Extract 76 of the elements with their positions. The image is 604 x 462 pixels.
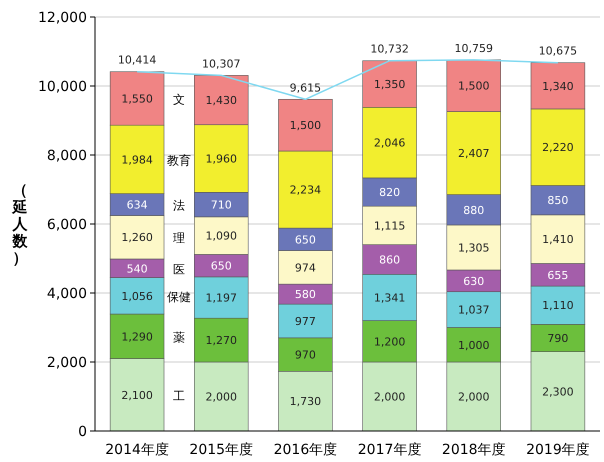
data-label: 650 — [210, 260, 232, 273]
data-label: 1,730 — [290, 395, 322, 408]
data-label: 634 — [126, 198, 148, 212]
y-tick-label: 6,000 — [46, 217, 87, 233]
data-label: 650 — [294, 233, 316, 246]
series-label: 医 — [173, 262, 186, 276]
y-axis-title: （延人数） — [12, 181, 28, 267]
series-label: 教育 — [167, 153, 192, 168]
data-label: 1,305 — [458, 241, 490, 254]
y-tick-label: 0 — [78, 424, 87, 440]
data-label: 1,550 — [121, 92, 153, 106]
data-label: 1,260 — [121, 231, 153, 244]
data-label: 1,090 — [206, 230, 237, 243]
data-label: 2,234 — [290, 184, 322, 197]
data-label: 970 — [294, 348, 316, 362]
y-tick-label: 8,000 — [46, 148, 87, 164]
data-label: 860 — [379, 254, 400, 266]
data-label: 1,000 — [458, 338, 490, 352]
data-label: 2,000 — [458, 390, 490, 404]
data-label: 880 — [463, 204, 484, 217]
data-label: 655 — [547, 268, 568, 282]
data-label: 1,290 — [121, 330, 153, 344]
data-label: 2,000 — [206, 390, 237, 404]
data-label: 1,341 — [374, 291, 406, 304]
data-label: 10,732 — [370, 42, 409, 56]
data-label: 2,046 — [374, 136, 406, 150]
data-label: 1,960 — [206, 152, 237, 166]
data-label: 1,984 — [121, 153, 153, 166]
data-label: 2,000 — [374, 390, 406, 404]
data-label: 9,615 — [290, 81, 322, 94]
y-tick-label: 12,000 — [38, 10, 87, 26]
data-label: 1,197 — [206, 292, 237, 305]
data-label: 2,220 — [542, 141, 574, 154]
data-label: 10,414 — [118, 54, 156, 67]
data-label: 2,100 — [121, 388, 153, 402]
data-label: 2,407 — [458, 147, 490, 160]
data-label: 977 — [294, 314, 316, 328]
data-label: 1,056 — [121, 290, 153, 303]
data-label: 1,350 — [374, 78, 406, 92]
series-label: 保健 — [167, 290, 192, 304]
data-label: 1,037 — [458, 304, 490, 317]
data-label: 10,307 — [202, 57, 240, 70]
data-label: 850 — [547, 194, 568, 208]
data-label: 10,759 — [454, 42, 493, 55]
data-label: 790 — [547, 332, 568, 346]
x-tick-label: 2019年度 — [526, 442, 590, 458]
x-tick-label: 2017年度 — [358, 442, 422, 458]
data-label: 1,110 — [542, 299, 574, 312]
data-label: 580 — [294, 288, 316, 302]
x-tick-label: 2015年度 — [189, 442, 254, 458]
data-label: 2,300 — [542, 385, 574, 398]
data-label: 1,500 — [290, 119, 322, 132]
data-label: 1,115 — [374, 219, 406, 232]
data-label: 820 — [379, 186, 400, 200]
data-label: 1,340 — [542, 80, 574, 93]
series-label: 工 — [173, 388, 186, 403]
data-label: 1,430 — [206, 94, 237, 108]
data-label: 10,675 — [538, 44, 578, 58]
y-tick-label: 2,000 — [46, 355, 87, 371]
y-tick-label: 10,000 — [38, 79, 87, 95]
series-label: 薬 — [173, 330, 186, 344]
x-tick-label: 2016年度 — [274, 442, 338, 458]
data-label: 1,410 — [542, 233, 574, 246]
data-label: 1,200 — [374, 335, 406, 348]
data-label: 710 — [210, 198, 232, 212]
series-label: 法 — [173, 198, 186, 213]
data-label: 1,270 — [206, 334, 237, 348]
data-label: 1,500 — [458, 80, 490, 93]
x-tick-label: 2018年度 — [442, 442, 506, 458]
series-label: 理 — [173, 231, 186, 246]
y-tick-label: 4,000 — [46, 286, 87, 302]
x-tick-label: 2014年度 — [105, 442, 169, 458]
data-label: 540 — [126, 262, 148, 276]
data-label: 974 — [294, 261, 316, 274]
series-label: 文 — [173, 92, 186, 106]
data-label: 630 — [463, 274, 484, 288]
